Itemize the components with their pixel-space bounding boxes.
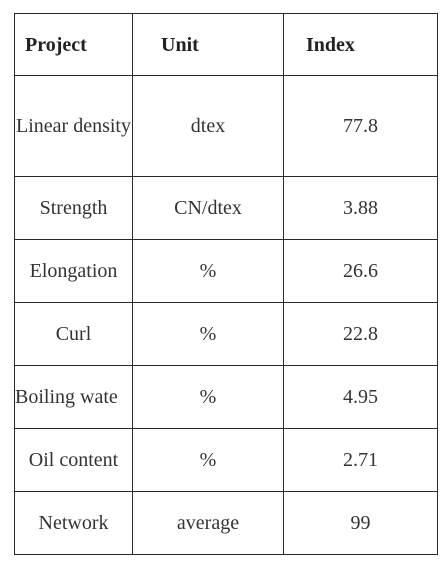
cell-project: Elongation bbox=[14, 239, 133, 303]
cell-unit: dtex bbox=[132, 75, 284, 177]
cell-index: 77.8 bbox=[283, 75, 438, 177]
cell-unit: % bbox=[132, 428, 284, 492]
table-row: Oil content % 2.71 bbox=[14, 428, 438, 492]
table-row: Linear density dtex 77.8 bbox=[14, 75, 438, 177]
cell-project: Strength bbox=[14, 176, 133, 240]
cell-index: 4.95 bbox=[283, 365, 438, 429]
header-project: Project bbox=[14, 13, 133, 76]
table-row: Elongation % 26.6 bbox=[14, 239, 438, 303]
header-row: Project Unit Index bbox=[14, 13, 438, 76]
cell-unit: CN/dtex bbox=[132, 176, 284, 240]
cell-unit: % bbox=[132, 365, 284, 429]
cell-project: Network bbox=[14, 491, 133, 555]
header-unit: Unit bbox=[132, 13, 284, 76]
cell-index: 26.6 bbox=[283, 239, 438, 303]
cell-index: 3.88 bbox=[283, 176, 438, 240]
table-row: Network average 99 bbox=[14, 491, 438, 555]
header-index: Index bbox=[283, 13, 438, 76]
cell-unit: average bbox=[132, 491, 284, 555]
spec-table: Project Unit Index Linear density dtex 7… bbox=[14, 13, 438, 555]
table-row: Boiling wate % 4.95 bbox=[14, 365, 438, 429]
cell-project: Oil content bbox=[14, 428, 133, 492]
cell-unit: % bbox=[132, 239, 284, 303]
cell-project: Curl bbox=[14, 302, 133, 366]
cell-project: Boiling wate bbox=[14, 365, 133, 429]
table-row: Strength CN/dtex 3.88 bbox=[14, 176, 438, 240]
cell-index: 99 bbox=[283, 491, 438, 555]
cell-index: 2.71 bbox=[283, 428, 438, 492]
cell-unit: % bbox=[132, 302, 284, 366]
cell-index: 22.8 bbox=[283, 302, 438, 366]
cell-project: Linear density bbox=[14, 75, 133, 177]
table-row: Curl % 22.8 bbox=[14, 302, 438, 366]
